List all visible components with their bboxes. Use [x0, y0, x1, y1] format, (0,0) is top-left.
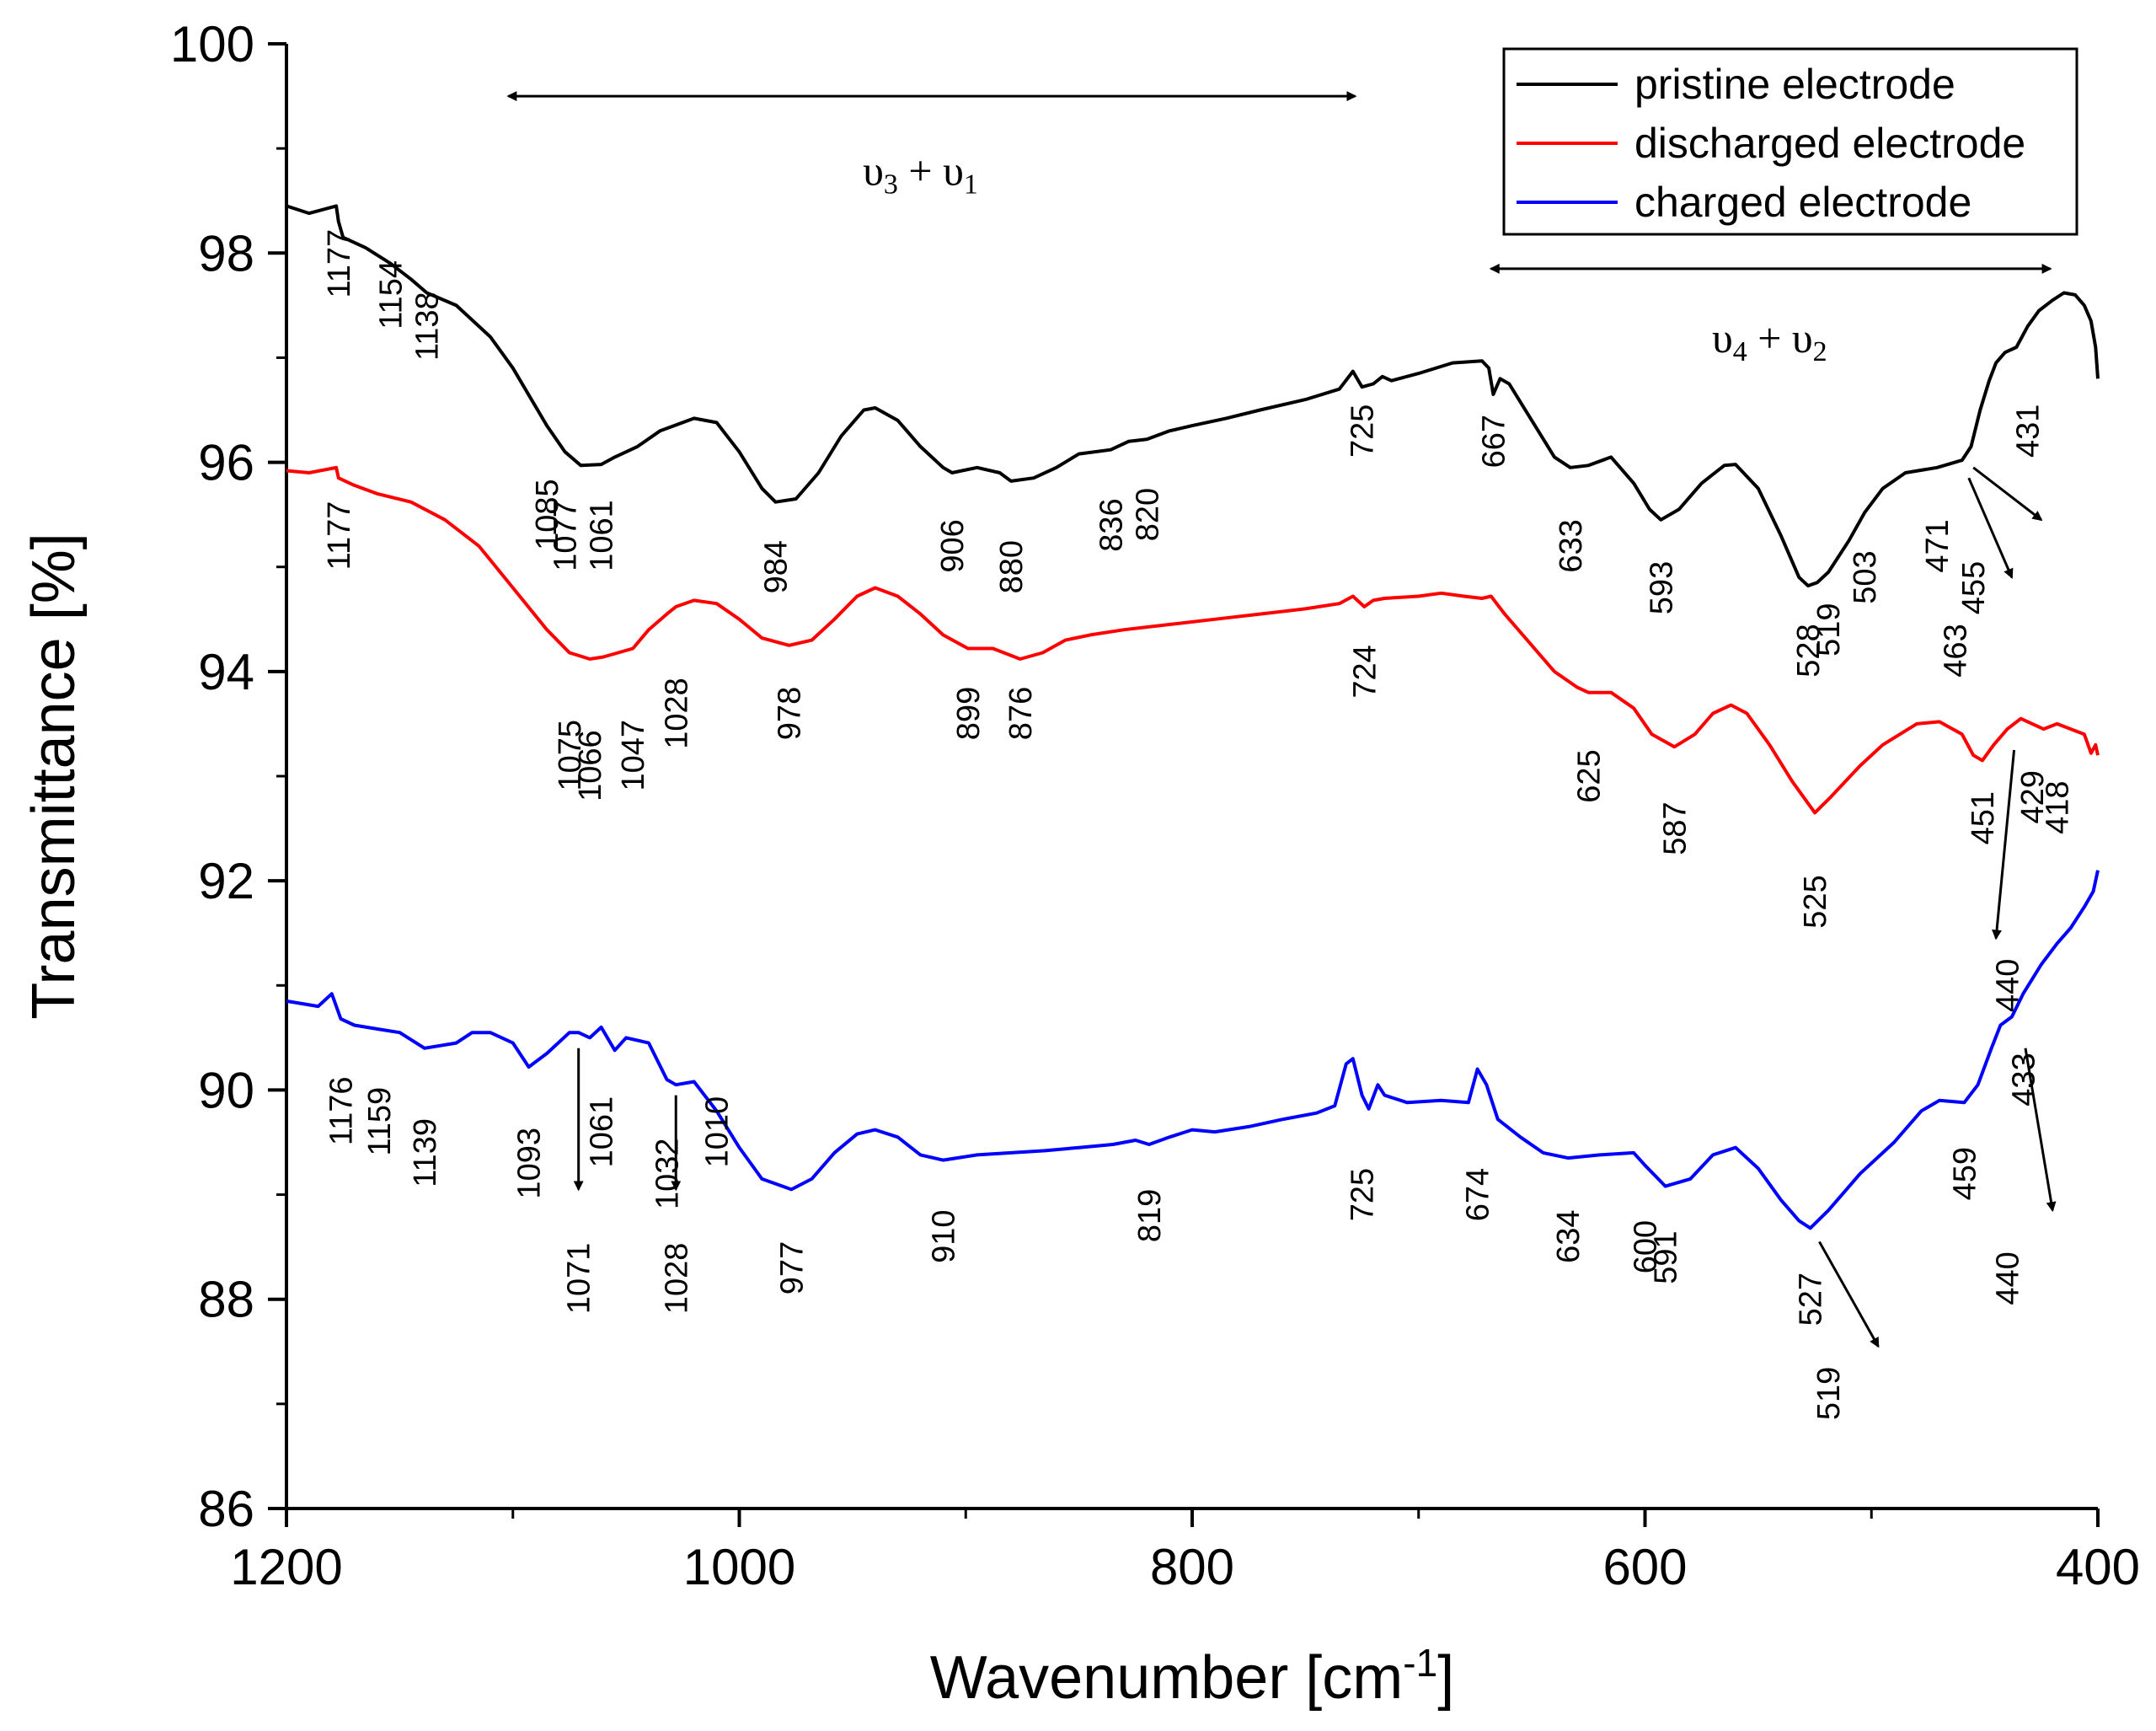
peak-label: 1028 [659, 1243, 694, 1315]
region-label-0: υ3 + υ1 [863, 147, 978, 201]
peak-label: 984 [759, 540, 794, 593]
peak-label: 625 [1571, 749, 1607, 802]
peak-label: 1028 [659, 678, 694, 749]
x-tick-label: 1200 [230, 1539, 342, 1595]
peak-label: 910 [926, 1209, 961, 1262]
peak-label: 977 [774, 1241, 810, 1294]
peak-label: 527 [1794, 1273, 1829, 1326]
peak-label: 1159 [362, 1087, 398, 1156]
peak-label: 1077 [548, 500, 584, 571]
peak-label: 429 [2015, 770, 2051, 823]
peak-label: 525 [1798, 875, 1833, 928]
series-line-1 [286, 465, 2100, 815]
peak-label: 587 [1657, 801, 1693, 855]
peak-label: 1093 [512, 1128, 548, 1199]
peak-label: 724 [1347, 645, 1383, 698]
peak-label: 1139 [408, 1118, 443, 1187]
x-axis-title: Wavenumber [cm-1] [930, 1641, 1454, 1712]
legend-label-1: discharged electrode [1634, 120, 2025, 167]
peak-label: 1032 [650, 1138, 686, 1209]
peak-label: 519 [1811, 603, 1847, 656]
peak-label: 1047 [616, 720, 651, 791]
y-axis-title: Transmittance [%] [20, 533, 88, 1020]
peak-label: 433 [2006, 1053, 2041, 1106]
peak-label: 880 [994, 540, 1030, 593]
peak-label: 519 [1811, 1367, 1847, 1420]
peak-label: 440 [1991, 959, 2026, 1012]
peak-label: 1071 [562, 1243, 597, 1315]
peak-label: 1176 [324, 1076, 360, 1145]
peak-label: 820 [1130, 488, 1165, 541]
peak-label: 634 [1551, 1209, 1586, 1262]
peak-label: 876 [1003, 687, 1039, 740]
y-tick-label: 94 [198, 644, 254, 700]
peak-label: 459 [1947, 1147, 1982, 1200]
peak-label: 1154 [374, 260, 409, 330]
peak-label: 667 [1476, 415, 1511, 468]
peak-label: 725 [1345, 1168, 1381, 1221]
peak-label: 1085 [530, 479, 565, 550]
x-tick-label: 600 [1602, 1539, 1687, 1595]
y-tick-label: 96 [198, 435, 254, 491]
x-tick-label: 1000 [683, 1539, 795, 1595]
annotation-arrow [2024, 1048, 2057, 1213]
series-line-2 [286, 870, 2100, 1230]
annotation-arrow [1972, 466, 2043, 522]
series-layer [286, 204, 2100, 1230]
peak-label: 899 [951, 687, 987, 740]
annotation-arrow [1818, 1241, 1880, 1348]
peak-label: 1061 [585, 500, 620, 571]
peak-label: 528 [1791, 624, 1827, 677]
peak-label: 836 [1094, 498, 1129, 551]
peak-label: 906 [935, 519, 971, 572]
peak-label: 455 [1956, 561, 1992, 614]
peak-label: 591 [1649, 1230, 1684, 1284]
series-line-0 [286, 204, 2100, 588]
peak-label: 1075 [553, 720, 588, 791]
legend-label-0: pristine electrode [1634, 61, 1955, 108]
annotation-arrow [1992, 749, 2016, 941]
y-tick-label: 90 [198, 1062, 254, 1118]
peak-label: 1177 [322, 501, 357, 571]
peak-label: 819 [1132, 1189, 1168, 1242]
axes: 86 88 90 92 94 96 98 100 1200 1000 800 600 400 Wavenu… [20, 16, 2140, 1712]
peak-label: 471 [1920, 519, 1955, 572]
annotation-arrow [1967, 477, 2014, 579]
x-tick-label: 800 [1150, 1539, 1234, 1595]
peak-label: 440 [1991, 1251, 2026, 1305]
peak-label: 1010 [700, 1096, 736, 1168]
peak-label: 674 [1461, 1168, 1496, 1221]
peak-label: 503 [1848, 550, 1883, 603]
x-tick-label: 400 [2056, 1539, 2140, 1595]
y-tick-label: 92 [198, 853, 254, 909]
peak-label: 1066 [573, 730, 608, 801]
legend-label-2: charged electrode [1634, 179, 1971, 226]
y-tick-label: 98 [198, 225, 254, 281]
y-tick-label: 86 [198, 1481, 254, 1537]
peak-label: 1138 [410, 292, 446, 361]
peak-label: 463 [1939, 624, 1974, 677]
peak-label: 725 [1345, 405, 1381, 458]
y-tick-label: 88 [198, 1272, 254, 1328]
peak-label: 418 [2041, 780, 2076, 833]
peak-label: 600 [1629, 1220, 1664, 1273]
region-label-1: υ4 + υ2 [1712, 314, 1827, 367]
peak-label: 593 [1644, 561, 1679, 614]
peak-label: 1177 [322, 229, 357, 298]
peak-label: 633 [1554, 519, 1589, 572]
peak-label: 451 [1966, 791, 2001, 844]
peak-label: 431 [2011, 405, 2046, 458]
peak-label: 978 [773, 687, 808, 740]
peak-label: 1061 [585, 1096, 620, 1168]
y-tick-label: 100 [170, 16, 254, 72]
legend: pristine electrode discharged electrode ch… [1502, 47, 2078, 236]
